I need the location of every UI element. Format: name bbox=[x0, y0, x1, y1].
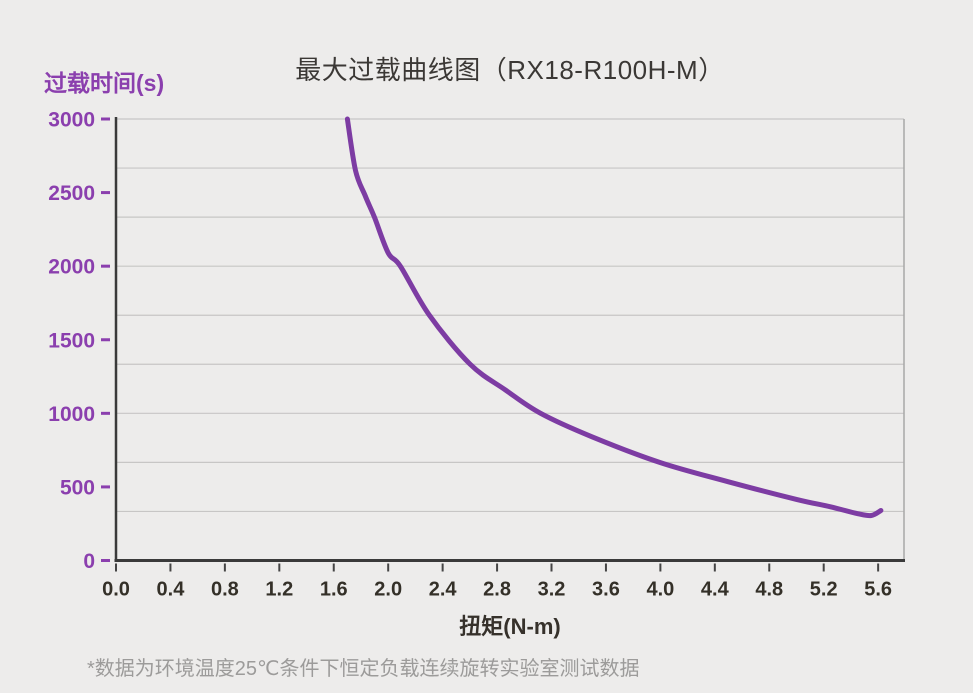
x-tick-label: 2.0 bbox=[374, 579, 402, 601]
y-tick-label: 2500 bbox=[48, 182, 95, 205]
x-tick-label: 4.0 bbox=[646, 579, 674, 601]
x-tick-label: 0.0 bbox=[102, 579, 130, 601]
x-tick-label: 1.6 bbox=[320, 579, 348, 601]
y-tick-label: 2000 bbox=[48, 256, 95, 279]
y-tick-label: 0 bbox=[83, 550, 95, 573]
overload-curve bbox=[344, 116, 884, 519]
y-tick-label: 500 bbox=[60, 476, 95, 499]
x-tick-label: 0.4 bbox=[157, 579, 186, 601]
chart-title: 最大过载曲线图（RX18-R100H-M） bbox=[295, 55, 725, 85]
x-tick-label: 5.2 bbox=[810, 579, 838, 601]
y-tick-label: 1000 bbox=[48, 403, 95, 426]
x-tick-label: 3.6 bbox=[592, 579, 620, 601]
y-axis-title: 过载时间(s) bbox=[44, 70, 165, 96]
x-tick-label: 0.8 bbox=[211, 579, 239, 601]
y-tick-label: 3000 bbox=[48, 109, 95, 132]
x-tick-label: 1.2 bbox=[265, 579, 293, 601]
x-tick-label: 4.4 bbox=[701, 579, 730, 601]
footnote: *数据为环境温度25℃条件下恒定负载连续旋转实验室测试数据 bbox=[87, 658, 640, 680]
x-tick-label: 3.2 bbox=[538, 579, 566, 601]
x-tick-label: 2.8 bbox=[483, 579, 511, 601]
y-tick-label: 1500 bbox=[48, 329, 95, 352]
x-tick-label: 5.6 bbox=[864, 579, 892, 601]
x-axis-title: 扭矩(N-m) bbox=[459, 614, 561, 639]
x-tick-label: 4.8 bbox=[755, 579, 783, 601]
x-tick-label: 2.4 bbox=[429, 579, 458, 601]
